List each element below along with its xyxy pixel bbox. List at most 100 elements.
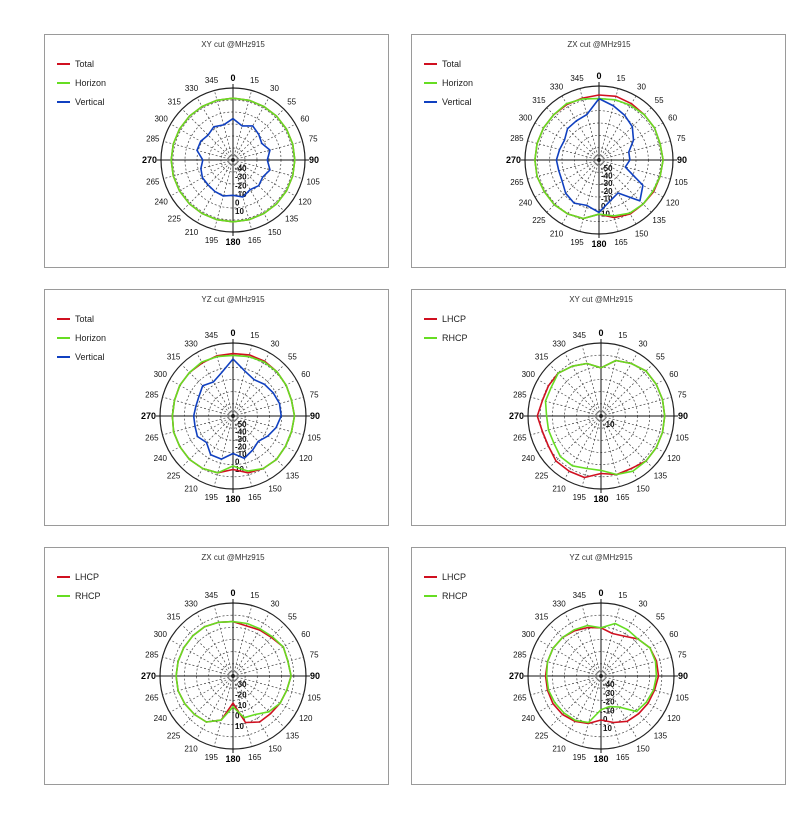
angle-tick-label: 300 [154, 630, 168, 639]
legend-label-rhcp: RHCP [442, 591, 468, 601]
angle-tick-label: 15 [250, 76, 259, 85]
angle-tick-label: 90 [678, 411, 688, 421]
angle-tick-label: 265 [145, 434, 159, 443]
angle-tick-label: 240 [519, 199, 533, 208]
grid-spoke [232, 159, 296, 197]
angle-tick-label: 15 [617, 74, 626, 83]
angle-tick-label: 265 [510, 178, 524, 187]
angle-tick-label: 120 [666, 199, 680, 208]
grid-spoke [598, 159, 671, 180]
radial-tick-label: 0 [235, 458, 240, 467]
angle-tick-label: 300 [154, 115, 168, 124]
series-line-rhcp [544, 359, 666, 476]
radial-tick-label: -20 [601, 187, 613, 196]
radial-tick-label: -10 [601, 194, 613, 203]
chart-title: ZX cut @MHz915 [567, 40, 631, 49]
angle-tick-label: 210 [552, 485, 566, 494]
angle-tick-label: 90 [677, 155, 687, 165]
radial-tick-label: 0 [601, 202, 606, 211]
series-line-vertical [192, 358, 282, 460]
grid-spoke [581, 675, 602, 747]
angle-tick-label: 300 [522, 370, 536, 379]
angle-tick-label: 55 [655, 96, 664, 105]
radial-tick-label: 10 [235, 207, 244, 216]
angle-tick-label: 90 [310, 411, 320, 421]
angle-tick-label: 195 [205, 493, 219, 502]
angle-tick-label: 30 [637, 82, 646, 91]
grid-spoke [579, 88, 600, 161]
angle-tick-label: 180 [225, 237, 240, 247]
angle-tick-label: 105 [307, 434, 321, 443]
grid-spoke [600, 352, 638, 417]
radial-tick-label: -30 [601, 179, 613, 188]
angle-tick-label: 135 [652, 216, 666, 225]
grid-spoke [232, 97, 270, 161]
angle-tick-label: 105 [307, 694, 321, 703]
angle-tick-label: 210 [184, 745, 198, 754]
angle-tick-label: 195 [573, 753, 587, 762]
grid-spoke [600, 675, 665, 713]
angle-tick-label: 90 [678, 671, 688, 681]
grid-spoke [564, 612, 602, 677]
angle-tick-label: 120 [667, 714, 681, 723]
angle-tick-label: 60 [668, 114, 677, 123]
chart-title: ZX cut @MHz915 [201, 553, 265, 562]
series-line-rhcp [175, 620, 292, 723]
angle-tick-label: 75 [678, 390, 687, 399]
grid-spoke [232, 159, 270, 223]
angle-tick-label: 165 [248, 493, 262, 502]
angle-tick-label: 300 [154, 370, 168, 379]
angle-tick-label: 345 [205, 331, 219, 340]
angle-tick-label: 55 [287, 97, 296, 106]
angle-tick-label: 60 [669, 630, 678, 639]
angle-tick-label: 105 [674, 178, 688, 187]
legend-label-horizon: Horizon [75, 78, 106, 88]
grid-spoke [232, 605, 253, 677]
angle-tick-label: 285 [146, 135, 160, 144]
angle-tick-label: 225 [535, 471, 549, 480]
grid-spoke [213, 415, 234, 487]
radial-tick-label: -40 [235, 164, 247, 173]
grid-spoke [232, 352, 270, 417]
angle-tick-label: 15 [618, 591, 627, 600]
legend-label-vertical: Vertical [75, 97, 105, 107]
grid-spoke [232, 123, 296, 161]
angle-tick-label: 55 [656, 613, 665, 622]
grid-spoke [600, 415, 653, 468]
angle-tick-label: 285 [145, 390, 159, 399]
legend-label-total: Total [75, 314, 94, 324]
grid-spoke [537, 639, 602, 677]
grid-spoke [534, 159, 600, 198]
angle-tick-label: 330 [185, 84, 199, 93]
yz-cut-panel-2: YZ cut @MHz915 0 15 30 55 60 75 90 105 120 135 150 1… [411, 547, 786, 785]
grid-spoke [546, 107, 600, 161]
angle-tick-label: 0 [230, 73, 235, 83]
angle-tick-label: 195 [570, 238, 584, 247]
angle-tick-label: 90 [310, 671, 320, 681]
angle-tick-label: 345 [573, 591, 587, 600]
grid-spoke [196, 675, 234, 740]
angle-tick-label: 330 [552, 599, 566, 608]
angle-tick-label: 135 [654, 471, 668, 480]
grid-spoke [600, 415, 665, 453]
grid-spoke [232, 675, 297, 713]
angle-tick-label: 240 [522, 454, 536, 463]
grid-spoke [598, 122, 664, 161]
grid-spoke [600, 415, 672, 436]
angle-tick-label: 240 [154, 714, 168, 723]
angle-tick-label: 55 [656, 353, 665, 362]
grid-spoke [181, 675, 234, 728]
angle-tick-label: 75 [309, 135, 318, 144]
radial-tick-label: -40 [601, 172, 613, 181]
angle-tick-label: 180 [591, 239, 606, 249]
grid-spoke [534, 122, 600, 161]
angle-tick-label: 225 [167, 471, 181, 480]
grid-spoke [600, 656, 672, 677]
grid-spoke [600, 639, 665, 677]
radial-tick-label: -10 [603, 420, 615, 429]
angle-tick-label: 30 [271, 339, 280, 348]
angle-tick-label: 0 [596, 71, 601, 81]
angle-tick-label: 165 [248, 236, 262, 245]
angle-tick-label: 150 [268, 745, 282, 754]
angle-tick-label: 120 [299, 714, 313, 723]
